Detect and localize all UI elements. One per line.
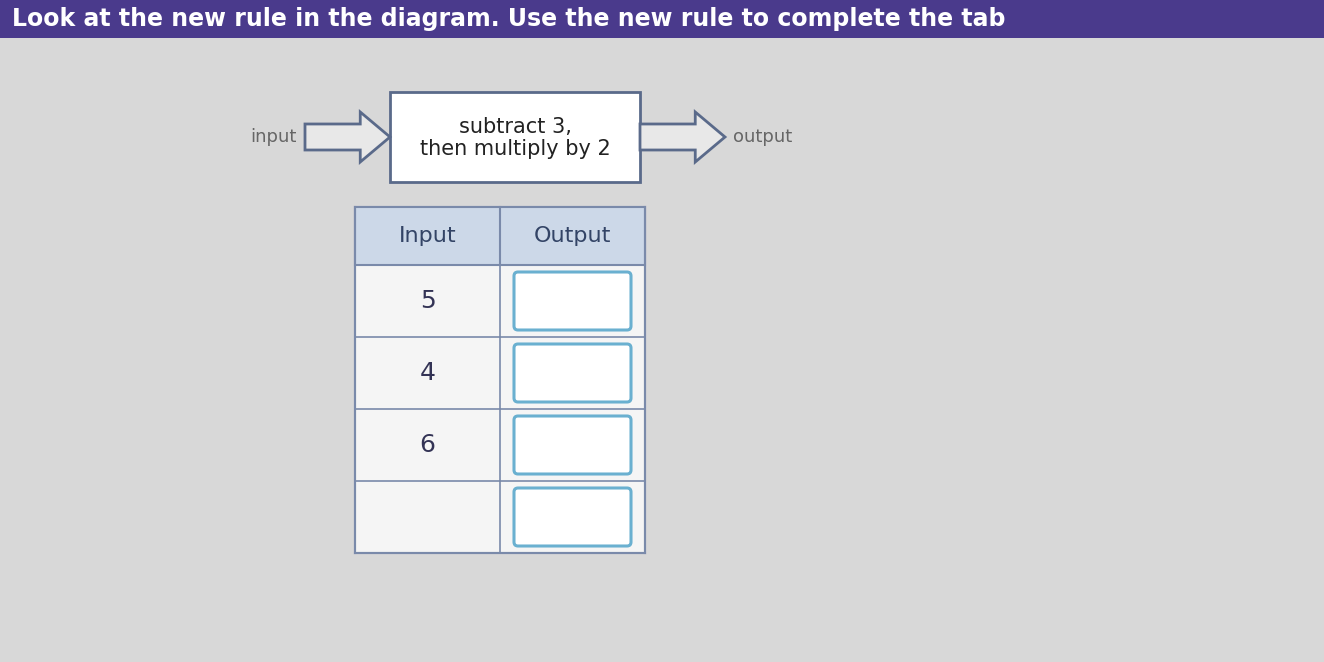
Text: Look at the new rule in the diagram. Use the new rule to complete the tab: Look at the new rule in the diagram. Use…: [12, 7, 1005, 31]
Text: Output: Output: [534, 226, 612, 246]
Text: subtract 3,: subtract 3,: [458, 117, 572, 137]
Text: output: output: [733, 128, 792, 146]
Text: 5: 5: [420, 289, 436, 313]
Text: Input: Input: [399, 226, 457, 246]
Polygon shape: [639, 112, 726, 162]
Text: 6: 6: [420, 433, 436, 457]
FancyBboxPatch shape: [391, 92, 639, 182]
Polygon shape: [305, 112, 391, 162]
FancyBboxPatch shape: [514, 272, 632, 330]
Text: input: input: [250, 128, 297, 146]
Text: then multiply by 2: then multiply by 2: [420, 139, 610, 159]
FancyBboxPatch shape: [514, 416, 632, 474]
FancyBboxPatch shape: [355, 207, 645, 553]
FancyBboxPatch shape: [514, 488, 632, 546]
FancyBboxPatch shape: [0, 0, 1324, 38]
FancyBboxPatch shape: [355, 207, 645, 265]
FancyBboxPatch shape: [514, 344, 632, 402]
Text: 4: 4: [420, 361, 436, 385]
